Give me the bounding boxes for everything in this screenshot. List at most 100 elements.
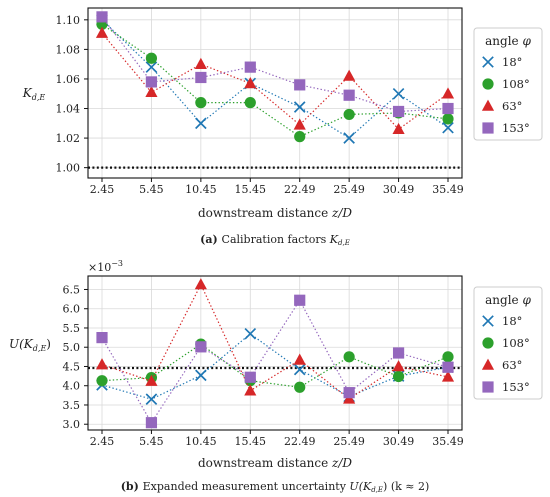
chart-panel-1: 2.45 5.45 10.45 15.45 22.49 25.49 30.49 35.49 1.… [22,7,543,247]
caption-text: Expanded measurement uncertainty [143,480,350,493]
legend-item-18°: 18° [482,55,522,69]
y-tick-label: 1.10 [56,14,81,27]
y-tick-label: 1.00 [56,162,81,175]
caption-symbol-sub: d,E [338,239,350,247]
x-tick-label: 25.49 [333,435,365,448]
legend-label: 153° [502,121,530,135]
ylabel-end: ) [46,337,51,351]
x-tick-label: 22.49 [284,183,316,196]
ylabel-sub: d,E [32,93,46,102]
x-tick-label: 25.49 [333,183,365,196]
x-tick-label: 15.45 [235,183,267,196]
y-axis-label: Kd,E [22,86,46,102]
legend-label: 153° [502,380,530,394]
series-line [101,19,449,139]
data-point [145,61,158,73]
data-point [442,351,454,363]
data-point [145,85,158,98]
y-tick-label: 6.0 [63,303,81,316]
scale-base: ×10 [88,261,111,274]
legend-label: 18° [502,55,522,69]
y-tick-label: 1.06 [56,73,81,86]
data-point [95,358,109,370]
data-point [441,87,455,99]
data-point [96,11,108,23]
scale-exponent: −3 [111,259,123,268]
caption-symbol: K [329,233,339,246]
series-line [101,283,449,400]
data-point [294,294,306,306]
series-63° [95,26,455,135]
data-point [145,393,158,406]
y-tick-label: 4.0 [63,380,81,393]
data-point [293,118,306,130]
y-tick-label: 3.0 [63,418,81,431]
x-tick-label: 2.45 [90,435,115,448]
legend-marker [482,381,494,393]
axes-frame [87,7,463,179]
data-point [343,69,356,81]
data-point [145,374,158,386]
legend-item-108°: 108° [482,77,530,91]
x-tick-label: 30.49 [383,183,415,196]
y-tick-label: 6.5 [63,283,81,296]
legend-label: 63° [502,99,522,113]
data-point [96,375,108,387]
legend-item-108°: 108° [482,336,530,350]
xlabel-var: z/D [331,456,352,470]
legend-label: 63° [502,358,522,372]
plot-area [88,276,462,430]
x-axis-label: downstream distance z/D [198,206,352,220]
data-point [442,113,454,125]
panel-caption: (b) Expanded measurement uncertainty U(K… [121,480,430,494]
y-tick-label: 5.0 [63,341,81,354]
data-point [343,132,355,144]
data-point [294,131,306,143]
series-153° [96,11,454,118]
legend-item-63°: 63° [481,358,522,372]
grid [88,276,462,430]
series-line [101,32,449,130]
y-tick-label: 1.04 [56,103,81,116]
caption-symbol: U(K [349,480,372,493]
data-point [442,121,454,134]
x-tick-label: 10.45 [185,435,217,448]
series-line [101,16,449,113]
data-point [244,76,257,89]
x-tick-label: 5.45 [139,183,164,196]
data-point [343,89,355,101]
plot-area [88,8,462,178]
y-tick-label: 5.5 [63,322,81,335]
data-point [294,381,306,393]
data-point [244,61,256,73]
data-point [392,122,405,135]
legend-title-text: angle [485,34,522,48]
caption-extra: ) (k ≈ 2) [383,480,429,493]
data-point [293,363,306,376]
data-point [244,371,256,383]
x-tick-label: 30.49 [383,435,415,448]
data-point [194,57,207,69]
x-axis-label: downstream distance z/D [198,456,352,470]
data-point [96,332,108,344]
ylabel-sub: d,E [33,344,47,353]
x-tick-label: 22.49 [284,435,316,448]
xlabel-var: z/D [331,206,352,220]
data-point [392,360,405,372]
legend-label: 108° [502,336,530,350]
data-point [343,387,355,399]
y-tick-label: 1.08 [56,43,81,56]
data-point [442,102,454,115]
legend-label: 108° [502,77,530,91]
legend-item-153°: 153° [482,121,530,135]
legend-item-18°: 18° [482,314,522,328]
xlabel-text: downstream distance [198,456,332,470]
y-axis-label: U(Kd,E) [9,337,51,353]
data-point [392,370,405,383]
legend: angle φ18° 108° 63° 153° [473,27,543,141]
data-point [244,327,257,340]
data-point [195,341,207,353]
data-point [293,101,306,113]
legend-title-symbol: φ [522,34,531,48]
